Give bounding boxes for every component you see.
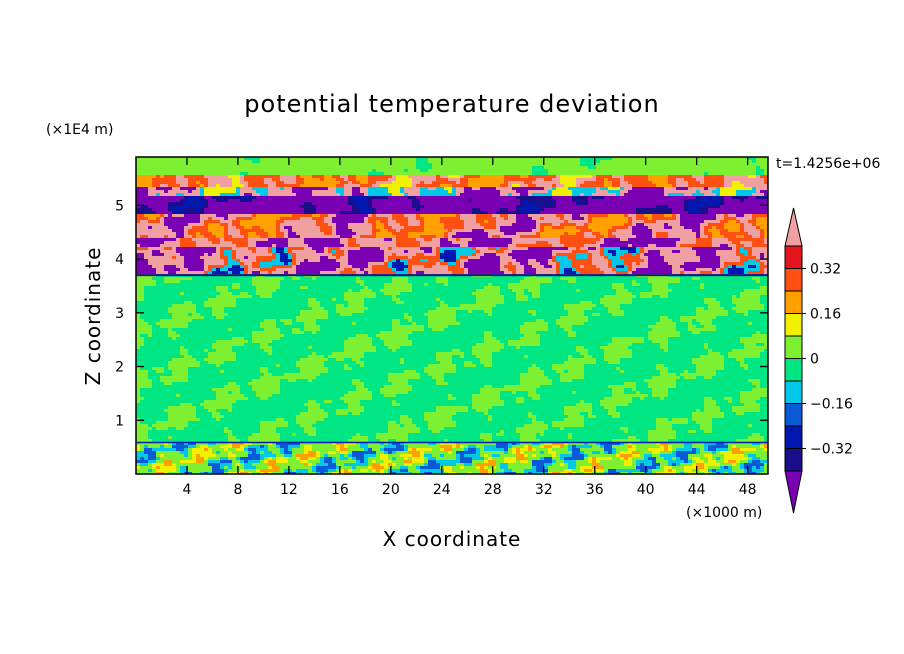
- colorbar-swatch: [784, 425, 803, 449]
- chart-title: potential temperature deviation: [244, 90, 659, 118]
- colorbar-swatch: [784, 448, 803, 472]
- colorbar-tick-label: 0.16: [810, 307, 841, 323]
- colorbar-tick-label: −0.32: [810, 442, 853, 458]
- colorbar: 0.32 0.16 0 −0.16 −0.32: [784, 207, 853, 514]
- time-label: t=1.4256e+06: [776, 156, 880, 172]
- x-tick-label: 40: [637, 482, 655, 498]
- x-tick-label: 16: [331, 482, 349, 498]
- x-tick-label: 24: [433, 482, 451, 498]
- x-tick-label: 4: [183, 482, 192, 498]
- y-axis-label: Z coordinate: [81, 247, 105, 386]
- y-tick-label: 1: [115, 413, 124, 429]
- colorbar-tick-label: 0.32: [810, 262, 841, 278]
- x-unit-label: (×1000 m): [686, 505, 762, 521]
- y-unit-label: (×1E4 m): [46, 122, 113, 138]
- colorbar-swatch: [784, 268, 803, 292]
- y-tick-label: 5: [115, 198, 124, 214]
- x-tick-label: 44: [688, 482, 706, 498]
- y-tick-label: 3: [115, 306, 124, 322]
- x-tick-label: 20: [382, 482, 400, 498]
- colorbar-swatch: [784, 358, 803, 382]
- colorbar-tick-label: 0: [810, 352, 819, 368]
- y-tick-label: 2: [115, 360, 124, 376]
- colorbar-top-extension: [784, 207, 803, 247]
- x-tick-label: 36: [586, 482, 604, 498]
- x-tick-label: 12: [280, 482, 298, 498]
- plot-frame: [135, 156, 769, 475]
- x-tick-label: 8: [233, 482, 242, 498]
- colorbar-tick-label: −0.16: [810, 397, 853, 413]
- x-axis-label: X coordinate: [383, 527, 522, 551]
- x-axis: 4 8 12 16 20 24 28 32 36 40 44 48: [183, 157, 757, 498]
- contour-field: [136, 157, 768, 474]
- y-axis: 1 2 3 4 5: [115, 198, 768, 429]
- colorbar-swatch: [784, 335, 803, 359]
- x-tick-label: 32: [535, 482, 553, 498]
- y-tick-label: 4: [115, 252, 124, 268]
- colorbar-bottom-extension: [784, 470, 803, 514]
- colorbar-swatch: [784, 245, 803, 269]
- x-tick-label: 48: [739, 482, 757, 498]
- colorbar-swatch: [784, 403, 803, 427]
- colorbar-swatch: [784, 313, 803, 337]
- colorbar-swatch: [784, 380, 803, 404]
- x-tick-label: 28: [484, 482, 502, 498]
- colorbar-swatch: [784, 290, 803, 314]
